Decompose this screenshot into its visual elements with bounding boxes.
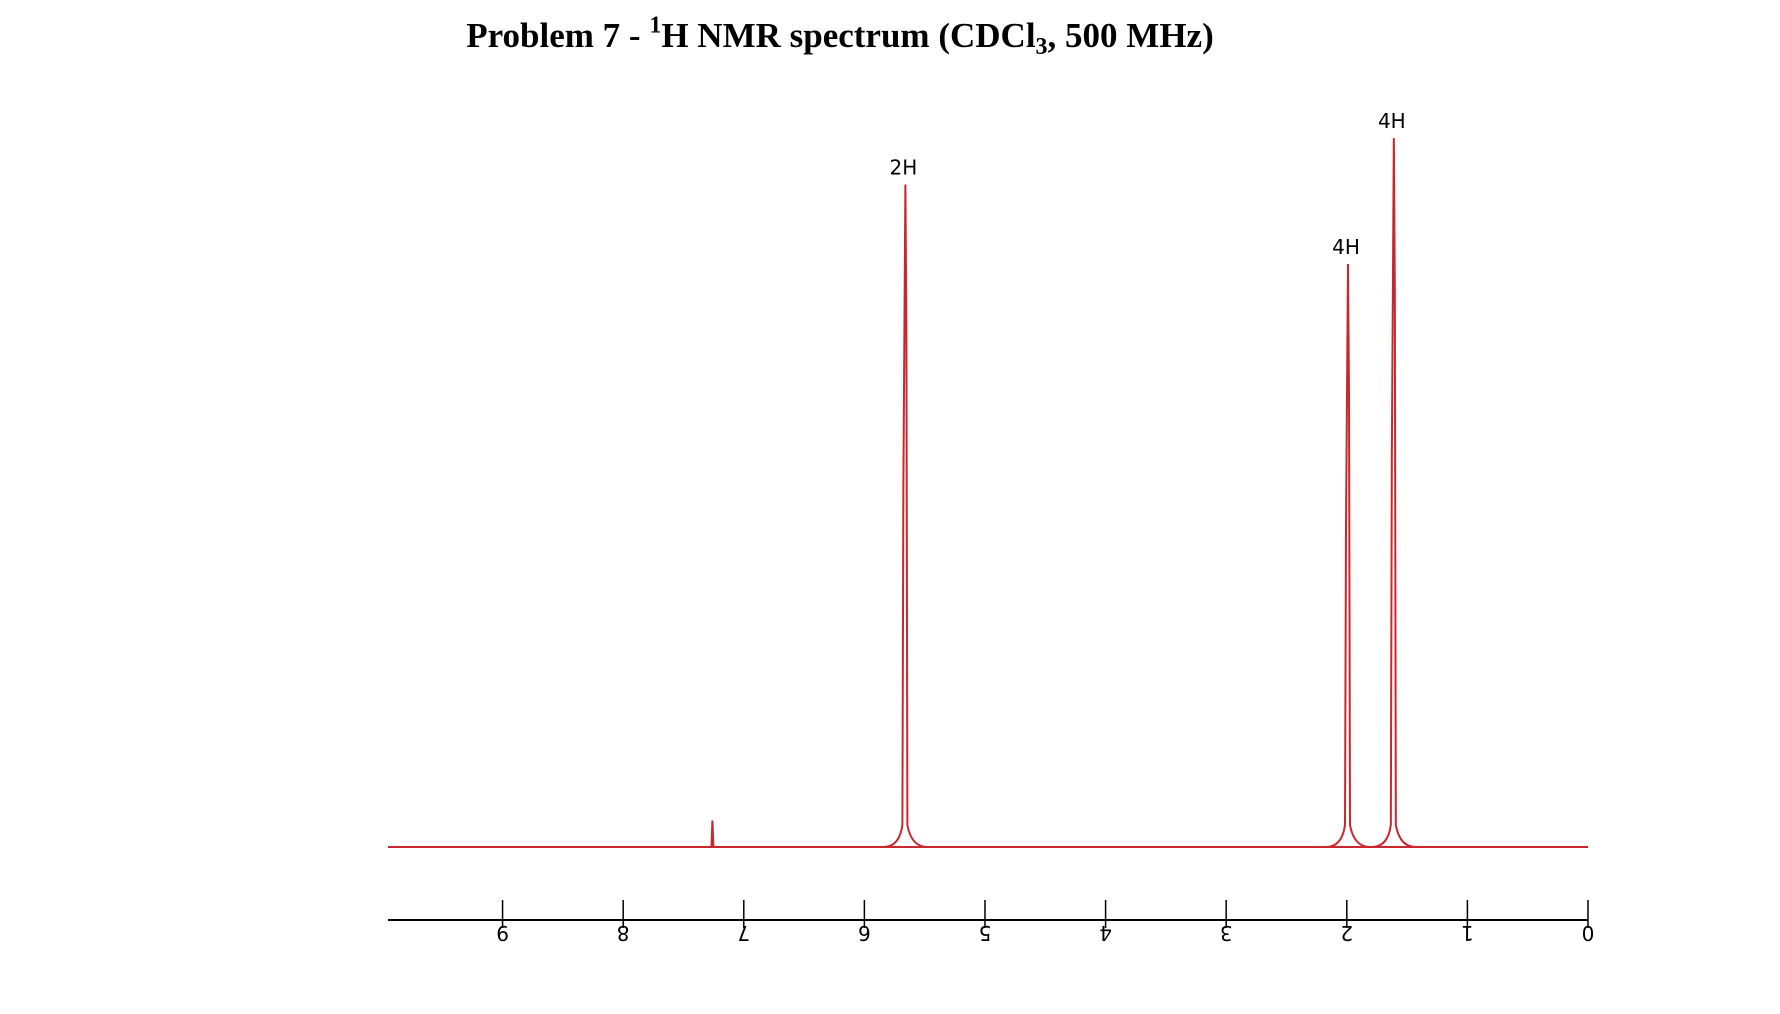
- title-suffix: , 500 MHz): [1047, 16, 1214, 55]
- title-main: H NMR spectrum (CDCl: [661, 16, 1036, 55]
- peak-labels-layer: 2H 4H 4H: [890, 109, 1406, 259]
- peak-label-2: 4H: [1332, 235, 1360, 259]
- x-tick-label-0: 0: [1582, 921, 1595, 945]
- x-tick-label-8: 8: [617, 921, 630, 945]
- x-tick-label-5: 5: [979, 921, 992, 945]
- x-tick-label-9: 9: [496, 921, 509, 945]
- x-tick-label-4: 4: [1099, 921, 1112, 945]
- title-prefix: Problem 7 -: [466, 16, 650, 55]
- peak-label-1: 2H: [890, 156, 918, 180]
- peak-3: [1371, 138, 1416, 848]
- chart-title: Problem 7 - 1H NMR spectrum (CDCl3, 500 …: [0, 12, 1680, 60]
- x-tick-label-3: 3: [1220, 921, 1233, 945]
- peak-2: [1325, 263, 1371, 848]
- peak-1: [883, 184, 928, 848]
- peaks-layer: [710, 138, 1416, 848]
- ticks-layer: 9 8 7 6 5 4 3 2 1 0: [496, 900, 1594, 945]
- x-tick-label-7: 7: [737, 921, 750, 945]
- title-superscript: 1: [649, 12, 662, 39]
- x-tick-label-1: 1: [1461, 921, 1474, 945]
- title-subscript: 3: [1035, 34, 1048, 61]
- peak-0: [710, 820, 715, 848]
- x-tick-label-2: 2: [1340, 921, 1353, 945]
- x-tick-label-6: 6: [858, 921, 871, 945]
- peak-label-3: 4H: [1378, 109, 1406, 133]
